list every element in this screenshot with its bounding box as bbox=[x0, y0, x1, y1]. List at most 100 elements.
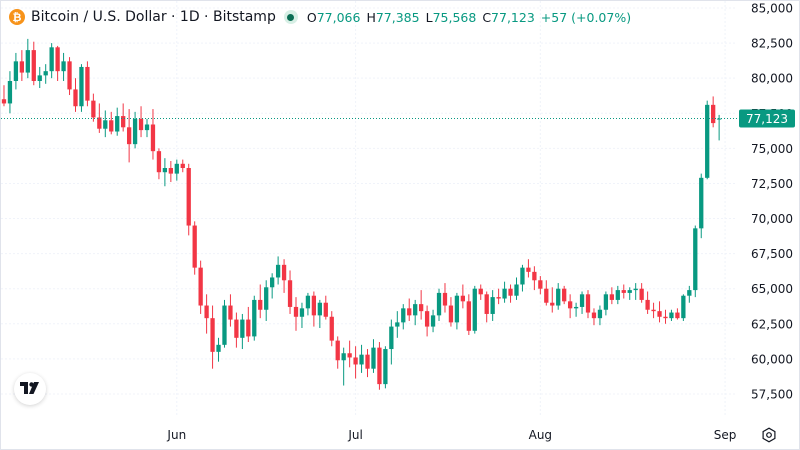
candle-body bbox=[395, 322, 400, 327]
candle-body bbox=[73, 89, 78, 107]
candle-body bbox=[85, 66, 90, 101]
candle-body bbox=[341, 353, 346, 361]
candle-body bbox=[454, 295, 460, 323]
candle-body bbox=[240, 319, 245, 338]
close-label: C bbox=[482, 9, 492, 25]
candle-body bbox=[579, 294, 585, 307]
candle-body bbox=[716, 118, 722, 120]
y-tick-label: 70,000 bbox=[751, 212, 793, 226]
market-status-icon bbox=[283, 10, 298, 24]
candle-body bbox=[174, 163, 179, 174]
candle-body bbox=[150, 124, 156, 152]
x-tick-label: Aug bbox=[529, 428, 552, 442]
x-tick-label: Jun bbox=[166, 428, 186, 442]
candle-body bbox=[597, 309, 603, 319]
candle-body bbox=[270, 277, 275, 288]
candle-body bbox=[711, 104, 716, 124]
x-tick-label: Jul bbox=[347, 428, 362, 442]
candle-body bbox=[144, 124, 150, 131]
candle-body bbox=[115, 116, 120, 132]
candle-body bbox=[496, 297, 501, 299]
y-tick-label: 62,500 bbox=[751, 317, 793, 331]
candle-body bbox=[347, 353, 352, 358]
candle-body bbox=[37, 75, 42, 81]
candle-body bbox=[401, 308, 406, 323]
candle-body bbox=[210, 318, 215, 352]
candle-body bbox=[359, 354, 364, 365]
candle-body bbox=[1, 99, 7, 104]
candle-body bbox=[186, 168, 191, 226]
y-tick-label: 57,500 bbox=[751, 387, 793, 401]
candle-body bbox=[216, 344, 221, 352]
candle-body bbox=[615, 290, 620, 300]
candle-body bbox=[103, 120, 108, 129]
candle-body bbox=[61, 61, 66, 72]
symbol-title[interactable]: Bitcoin / U.S. Dollar · 1D · Bitstamp bbox=[31, 9, 276, 25]
candle-body bbox=[633, 288, 638, 291]
candle-body bbox=[377, 347, 382, 385]
candle-body bbox=[7, 80, 13, 104]
candle-body bbox=[514, 284, 519, 296]
chart-legend: ₿ Bitcoin / U.S. Dollar · 1D · Bitstamp … bbox=[9, 7, 631, 27]
candle-body bbox=[264, 287, 269, 310]
open-value: 77,066 bbox=[316, 9, 361, 25]
candle-body bbox=[97, 117, 102, 129]
candle-body bbox=[669, 312, 674, 319]
candle-body bbox=[168, 168, 173, 174]
candle-body bbox=[466, 301, 471, 331]
candle-body bbox=[287, 280, 293, 307]
candle-body bbox=[383, 349, 388, 385]
high-value: 77,385 bbox=[375, 9, 420, 25]
y-tick-label: 82,500 bbox=[751, 37, 793, 51]
candle-body bbox=[222, 305, 227, 345]
low-value: 75,568 bbox=[432, 9, 477, 25]
y-tick-label: 80,000 bbox=[751, 72, 793, 86]
candle-body bbox=[305, 295, 311, 309]
candle-body bbox=[639, 288, 644, 300]
candle-body bbox=[43, 71, 48, 76]
last-price-badge bbox=[739, 109, 795, 128]
candle-body bbox=[424, 311, 430, 327]
candle-body bbox=[91, 100, 96, 118]
candle-body bbox=[460, 295, 466, 302]
candle-body bbox=[299, 308, 305, 317]
candle-body bbox=[192, 225, 197, 268]
candle-body bbox=[442, 292, 448, 306]
candle-body bbox=[502, 288, 507, 299]
candle-body bbox=[204, 305, 209, 319]
candle-body bbox=[31, 50, 36, 81]
candle-body bbox=[293, 306, 299, 317]
candle-body bbox=[603, 294, 609, 310]
settings-gear-icon[interactable] bbox=[761, 427, 777, 443]
y-tick-label: 60,000 bbox=[751, 352, 793, 366]
candle-body bbox=[365, 354, 370, 369]
y-tick-label: 72,500 bbox=[751, 177, 793, 191]
candle-body bbox=[323, 302, 328, 317]
candle-body bbox=[371, 347, 376, 369]
candle-body bbox=[55, 47, 60, 72]
candle-body bbox=[281, 264, 287, 281]
candle-body bbox=[675, 312, 680, 319]
candle-body bbox=[538, 280, 543, 289]
candle-body bbox=[156, 151, 162, 173]
low-label: L bbox=[425, 9, 433, 25]
candle-body bbox=[532, 271, 537, 281]
candle-body bbox=[228, 305, 233, 320]
candle-body bbox=[705, 104, 710, 178]
candle-body bbox=[693, 228, 698, 291]
candle-body bbox=[550, 302, 555, 306]
y-tick-label: 85,000 bbox=[751, 2, 793, 16]
candle-body bbox=[621, 290, 626, 293]
high-label: H bbox=[366, 9, 376, 25]
candle-body bbox=[544, 288, 549, 303]
candle-body bbox=[311, 295, 317, 316]
candle-body bbox=[132, 118, 138, 145]
candle-body bbox=[430, 315, 436, 327]
candle-body bbox=[389, 326, 394, 350]
tradingview-logo-icon[interactable] bbox=[14, 373, 46, 405]
candle-body bbox=[19, 61, 25, 73]
y-tick-label: 75,000 bbox=[751, 142, 793, 156]
candle-body bbox=[180, 163, 185, 169]
candle-body bbox=[436, 292, 442, 316]
